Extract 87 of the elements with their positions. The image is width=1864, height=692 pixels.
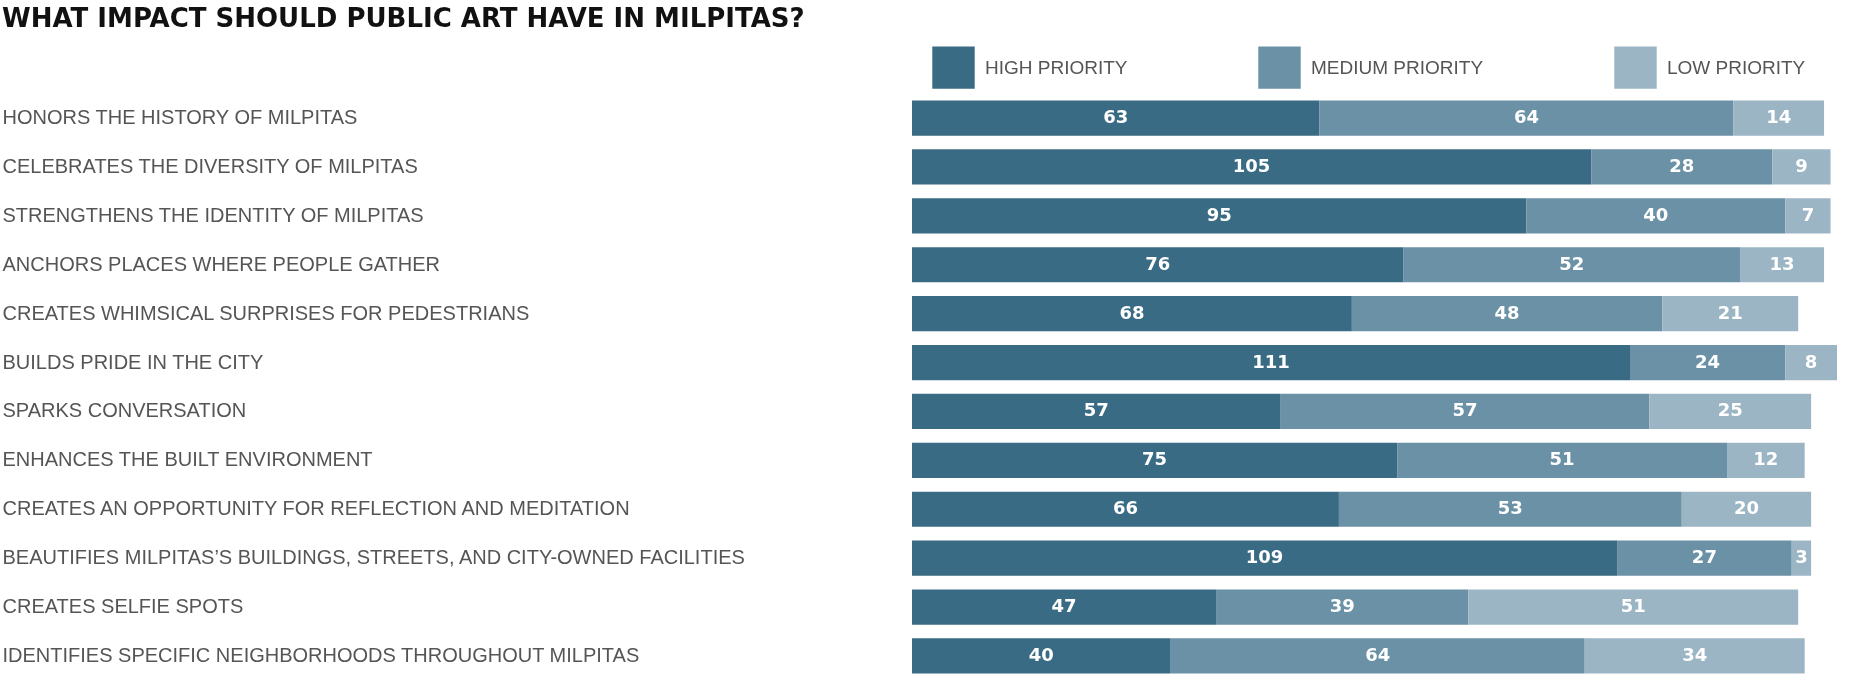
data-label: 57 (1083, 399, 1109, 421)
data-label: 64 (1513, 106, 1540, 128)
data-label: 63 (1103, 106, 1129, 128)
data-label: 105 (1232, 154, 1271, 176)
y-tick-label: CREATES WHIMSICAL SURPRISES FOR PEDESTRIANS (2, 301, 530, 324)
y-tick-label: CREATES AN OPPORTUNITY FOR REFLECTION AND MEDITATION (2, 497, 630, 520)
bar (912, 589, 1217, 625)
bar (1649, 393, 1812, 430)
data-label: 40 (1028, 643, 1054, 665)
bar (912, 100, 1320, 136)
data-label: 64 (1365, 643, 1391, 665)
y-tick-label: IDENTIFIES SPECIFIC NEIGHBORHOODS THROUGHOUT MILPITAS (2, 643, 640, 666)
bar (1772, 149, 1831, 185)
data-label: 109 (1245, 546, 1284, 568)
bar (1630, 344, 1786, 381)
data-label: 53 (1497, 497, 1523, 519)
y-tick-label: ANCHORS PLACES WHERE PEOPLE GATHER (2, 252, 440, 275)
data-label: 111 (1252, 350, 1290, 372)
data-label: 7 (1801, 203, 1815, 225)
bar (1681, 491, 1812, 527)
text: WHAT IMPACT SHOULD PUBLIC ART HAVE IN MILPITAS? (2, 3, 805, 33)
bar (912, 491, 1339, 527)
data-label: 75 (1142, 448, 1168, 470)
data-label: 12 (1753, 448, 1779, 470)
bar (1280, 393, 1650, 430)
data-label: 51 (1549, 448, 1575, 470)
data-label: 57 (1452, 399, 1478, 421)
data-label: 95 (1206, 203, 1232, 225)
data-label: 34 (1682, 643, 1708, 665)
bar (1526, 198, 1786, 234)
bar (1170, 638, 1585, 674)
y-tick-label: SPARKS CONVERSATION (2, 399, 247, 422)
bar (912, 247, 1404, 283)
bar (1785, 344, 1837, 381)
bar (1785, 198, 1831, 234)
bar (912, 393, 1281, 430)
data-label: 20 (1733, 497, 1759, 519)
bar (912, 296, 1352, 332)
y-tick-label: BEAUTIFIES MILPITAS’S BUILDINGS, STREETS, AND CITY-OWNED FACILITIES (2, 546, 745, 569)
bar (1739, 247, 1825, 283)
data-label: 13 (1769, 252, 1795, 274)
data-label: 28 (1669, 154, 1695, 176)
data-label: 52 (1559, 252, 1585, 274)
data-label: 68 (1119, 301, 1145, 323)
bar (1617, 540, 1792, 576)
data-label: 25 (1717, 399, 1743, 421)
data-label: 9 (1795, 154, 1808, 176)
bar (1403, 247, 1740, 283)
y-tick-label: STRENGTHENS THE IDENTITY OF MILPITAS (2, 203, 424, 226)
data-label: 66 (1112, 497, 1138, 519)
data-label: 21 (1717, 301, 1743, 323)
bar (1319, 100, 1734, 136)
bar (912, 344, 1631, 381)
bar (1584, 638, 1805, 674)
data-label: 27 (1691, 546, 1717, 568)
data-label: 14 (1766, 106, 1792, 128)
data-label: 24 (1695, 350, 1721, 372)
data-label: 48 (1494, 301, 1520, 323)
data-label: 40 (1643, 203, 1669, 225)
legend-label: MEDIUM PRIORITY (1311, 56, 1484, 78)
bar (1662, 296, 1799, 332)
y-tick-label: BUILDS PRIDE IN THE CITY (2, 350, 264, 373)
y-tick-label: ENHANCES THE BUILT ENVIRONMENT (2, 448, 373, 471)
bar (912, 638, 1171, 674)
data-label: 39 (1329, 595, 1355, 617)
bar (1733, 100, 1825, 136)
bar (1591, 149, 1773, 185)
bar (1216, 589, 1469, 625)
data-label: 47 (1051, 595, 1077, 617)
data-label: 8 (1804, 350, 1818, 372)
bar (1397, 442, 1728, 478)
bar (1468, 589, 1799, 625)
bar (912, 540, 1618, 576)
data-label: 51 (1620, 595, 1646, 617)
y-tick-label: HONORS THE HISTORY OF MILPITAS (2, 106, 358, 129)
data-label: 3 (1795, 546, 1808, 568)
y-tick-label: CELEBRATES THE DIVERSITY OF MILPITAS (2, 154, 418, 177)
bar (1338, 491, 1682, 527)
y-tick-label: CREATES SELFIE SPOTS (2, 595, 244, 618)
legend-label: HIGH PRIORITY (985, 56, 1128, 78)
bar (912, 198, 1527, 234)
bar (1351, 296, 1663, 332)
bar (912, 149, 1592, 185)
legend-label: LOW PRIORITY (1667, 56, 1806, 78)
bar (1727, 442, 1805, 478)
data-label: 76 (1145, 252, 1171, 274)
bar (912, 442, 1398, 478)
